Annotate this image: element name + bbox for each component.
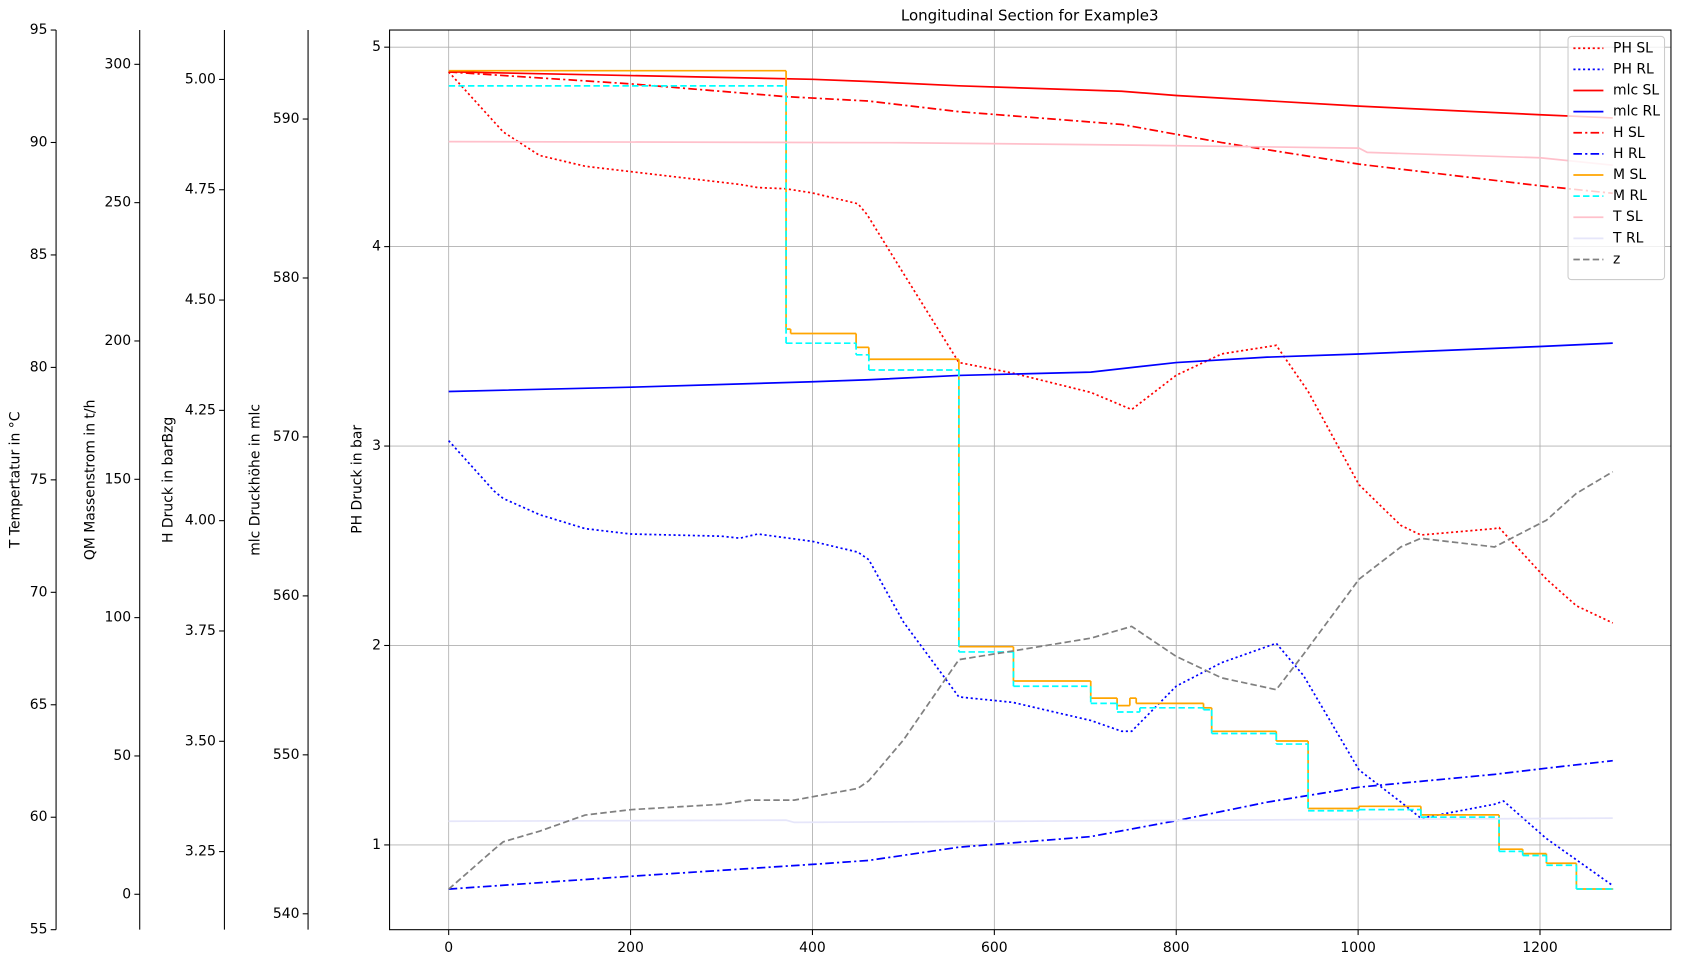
y-tick-label: 4.25 (185, 402, 216, 418)
series-line (448, 70, 1613, 119)
y-axis-label: T Tempertatur in °C (7, 412, 23, 550)
y-axis-label: PH Druck in bar (349, 425, 365, 534)
legend-label: H RL (1613, 146, 1646, 162)
legend-label: mlc RL (1613, 104, 1660, 120)
legend-label: PH RL (1613, 61, 1654, 77)
legend-label: z (1613, 251, 1620, 267)
axes: 0 200 400 600 800 1000 12001234555606570758085… (7, 22, 1672, 956)
y-tick-label: 95 (30, 22, 48, 38)
y-tick-label: 570 (273, 429, 300, 445)
y-tick-label: 550 (273, 747, 300, 763)
series-line (448, 342, 1613, 393)
y-tick-label: 4 (372, 239, 381, 255)
y-tick-label: 4.75 (185, 182, 216, 198)
y-tick-label: 55 (30, 922, 48, 938)
chart-title: Longitudinal Section for Example3 (901, 7, 1159, 25)
y-axis-label: H Druck in barBzg (161, 417, 177, 543)
x-tick-label: 600 (981, 940, 1008, 956)
legend-label: H SL (1613, 125, 1645, 141)
y-tick-label: 70 (30, 584, 48, 600)
y-tick-label: 4.00 (185, 513, 216, 529)
plot-area (448, 69, 1614, 890)
x-tick-label: 0 (444, 940, 453, 956)
legend-label: M SL (1613, 167, 1646, 183)
y-tick-label: 80 (30, 359, 48, 375)
y-tick-label: 60 (30, 809, 48, 825)
y-tick-label: 3.50 (185, 733, 216, 749)
y-tick-label: 4.50 (185, 292, 216, 308)
series-line (448, 71, 1613, 195)
x-tick-label: 400 (799, 940, 826, 956)
legend-label: M RL (1613, 188, 1647, 204)
series-line (448, 817, 1613, 824)
series-line (448, 440, 1614, 887)
y-tick-label: 3.25 (185, 844, 216, 860)
plot-frame (389, 29, 1672, 931)
y-tick-label: 5.00 (185, 71, 216, 87)
y-tick-label: 75 (30, 472, 48, 488)
y-tick-label: 5 (372, 39, 381, 55)
y-tick-label: 200 (105, 333, 132, 349)
y-tick-label: 50 (113, 748, 131, 764)
y-tick-label: 0 (122, 886, 131, 902)
x-tick-label: 200 (617, 940, 644, 956)
y-tick-label: 540 (273, 906, 300, 922)
series-line (448, 471, 1614, 890)
y-tick-label: 3.75 (185, 623, 216, 639)
x-tick-label: 800 (1163, 940, 1190, 956)
series-line (448, 759, 1613, 890)
y-tick-label: 300 (105, 56, 132, 72)
y-tick-label: 3 (372, 438, 381, 454)
y-tick-label: 560 (273, 588, 300, 604)
series-line (448, 71, 1614, 624)
grid (389, 30, 1671, 930)
series-line (448, 140, 1613, 167)
y-tick-label: 250 (105, 195, 132, 211)
x-tick-label: 1000 (1340, 940, 1375, 956)
y-axis-label: mlc Druckhöhe in mlc (248, 404, 264, 556)
y-tick-label: 100 (105, 610, 132, 626)
y-tick-label: 90 (30, 134, 48, 150)
y-tick-label: 590 (273, 111, 300, 127)
y-tick-label: 150 (105, 471, 132, 487)
legend: PH SL PH RL mlc SL mlc RL H SL H RL M SL M RL T … (1567, 35, 1666, 281)
y-tick-label: 580 (273, 270, 300, 286)
y-tick-label: 1 (372, 837, 381, 853)
y-tick-label: 65 (30, 697, 48, 713)
y-tick-label: 85 (30, 247, 48, 263)
legend-box (1567, 35, 1666, 281)
legend-label: mlc SL (1613, 83, 1659, 99)
y-axis-label: QM Massenstrom in t/h (82, 400, 98, 561)
y-tick-label: 2 (372, 637, 381, 653)
x-tick-label: 1200 (1522, 940, 1557, 956)
legend-label: T SL (1612, 209, 1643, 225)
legend-label: T RL (1612, 230, 1644, 246)
legend-label: PH SL (1613, 40, 1653, 56)
